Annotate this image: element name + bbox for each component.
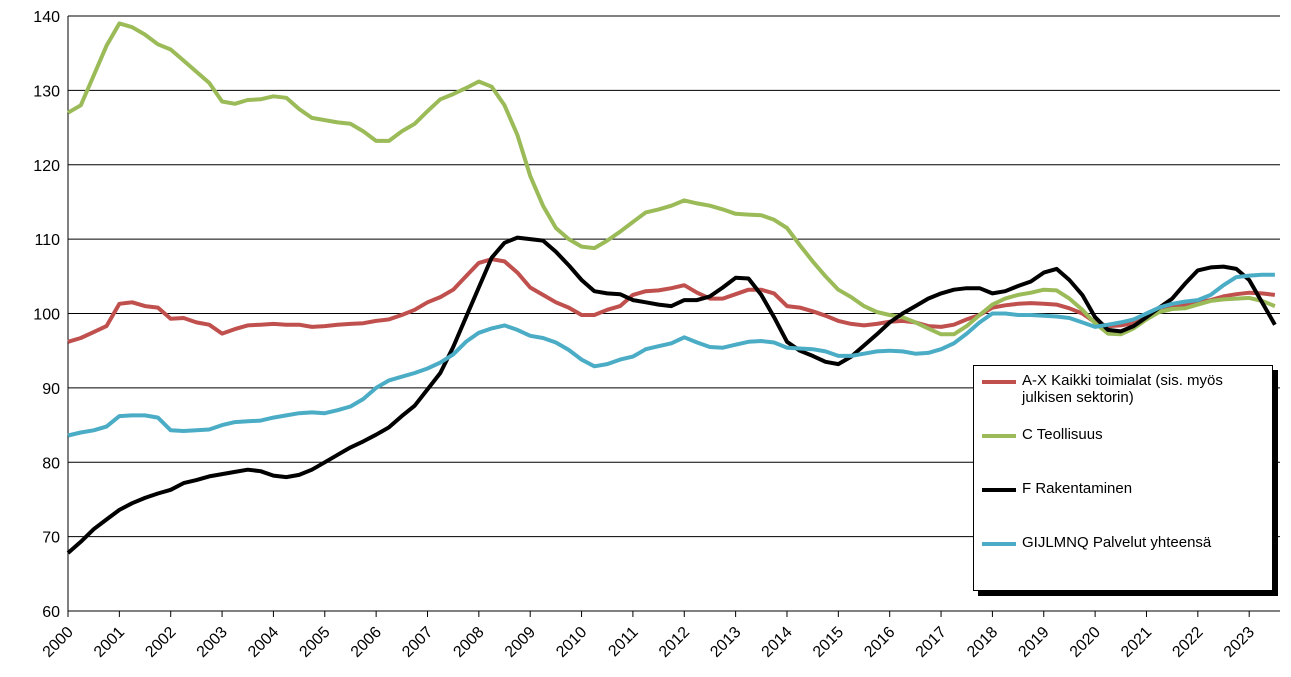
series-line <box>66 21 1276 337</box>
x-tick-label: 2013 <box>707 624 744 661</box>
x-tick-label: 2010 <box>553 624 590 661</box>
x-tick-label: 2003 <box>194 624 231 661</box>
x-tick-label: 2016 <box>861 624 898 661</box>
x-tick-label: 2004 <box>245 624 282 661</box>
y-tick-label: 60 <box>42 604 60 621</box>
x-tick-label: 2023 <box>1221 624 1258 661</box>
x-tick-label: 2001 <box>91 624 128 661</box>
x-tick-label: 2007 <box>399 624 436 661</box>
legend-item: A-X Kaikki toimialat (sis. myös julkisen… <box>982 372 1264 426</box>
x-tick-label: 2020 <box>1067 624 1104 661</box>
series-line <box>67 272 1275 438</box>
y-tick-label: 100 <box>33 307 60 324</box>
legend-label: C Teollisuus <box>1022 426 1103 443</box>
legend-swatch <box>982 380 1016 384</box>
x-tick-label: 2012 <box>656 624 693 661</box>
y-tick-label: 90 <box>42 381 60 398</box>
x-tick-label: 2018 <box>964 624 1001 661</box>
legend-label: A-X Kaikki toimialat (sis. myös julkisen… <box>1022 372 1223 406</box>
legend-swatch <box>982 488 1016 492</box>
y-tick-label: 130 <box>33 83 60 100</box>
legend-item: F Rakentaminen <box>982 480 1264 534</box>
x-tick-label: 2000 <box>40 624 77 661</box>
y-tick-label: 110 <box>34 232 60 249</box>
legend-label: GIJLMNQ Palvelut yhteensä <box>1022 534 1212 551</box>
legend-swatch <box>982 542 1016 546</box>
y-tick-label: 140 <box>33 9 60 26</box>
series-line <box>67 257 1276 344</box>
x-tick-label: 2005 <box>296 624 333 661</box>
x-tick-label: 2021 <box>1118 624 1155 661</box>
x-tick-label: 2014 <box>759 624 796 661</box>
x-tick-label: 2019 <box>1015 624 1052 661</box>
x-tick-label: 2015 <box>810 624 847 661</box>
x-tick-label: 2017 <box>913 624 950 661</box>
legend-item: C Teollisuus <box>982 426 1264 480</box>
x-tick-label: 2008 <box>450 624 487 661</box>
y-tick-label: 70 <box>42 530 60 547</box>
x-tick-label: 2002 <box>142 624 179 661</box>
legend-item: GIJLMNQ Palvelut yhteensä <box>982 534 1264 588</box>
y-tick-label: 80 <box>42 455 60 472</box>
x-tick-label: 2009 <box>502 624 539 661</box>
series-line <box>66 235 1277 555</box>
legend-label: F Rakentaminen <box>1022 480 1133 497</box>
y-tick-label: 120 <box>33 158 60 175</box>
x-tick-label: 2011 <box>605 624 641 660</box>
x-tick-label: 2022 <box>1169 624 1206 661</box>
x-tick-label: 2006 <box>348 624 385 661</box>
legend-swatch <box>982 434 1016 438</box>
legend: A-X Kaikki toimialat (sis. myös julkisen… <box>973 365 1273 591</box>
